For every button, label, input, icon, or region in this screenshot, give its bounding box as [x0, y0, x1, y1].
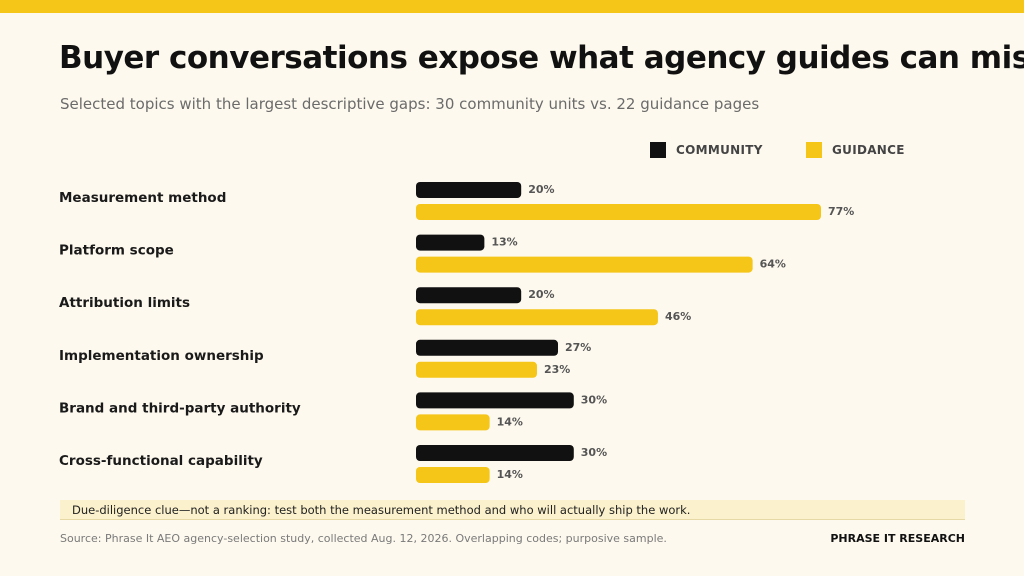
- legend-item-community: COMMUNITY: [650, 141, 763, 159]
- category-label-implementation-ownership: Implementation ownership: [59, 348, 264, 364]
- bar-guidance-attribution-limits: [416, 309, 658, 326]
- bar-guidance-platform-scope: [416, 256, 753, 273]
- source-note: Source: Phrase It AEO agency-selection s…: [60, 532, 667, 545]
- footnote-callout: Due-diligence clue—not a ranking: test b…: [60, 500, 965, 520]
- bar-guidance-measurement-method: [416, 204, 821, 220]
- chart-subtitle: Selected topics with the largest descrip…: [60, 95, 760, 113]
- value-label-community-measurement-method: 20%: [528, 183, 554, 196]
- value-label-community-implementation-ownership: 27%: [565, 341, 591, 354]
- value-label-community-platform-scope: 13%: [491, 236, 517, 249]
- legend-swatch-community: [650, 142, 666, 158]
- value-label-guidance-cross-functional-capability: 14%: [497, 468, 523, 481]
- bar-community-implementation-ownership: [416, 339, 559, 356]
- value-label-community-cross-functional-capability: 30%: [581, 446, 607, 459]
- bar-community-platform-scope: [416, 234, 485, 251]
- bar-community-brand-and-third-party-authority: [416, 392, 574, 409]
- bar-community-attribution-limits: [416, 287, 522, 304]
- category-label-brand-and-third-party-authority: Brand and third-party authority: [59, 400, 301, 416]
- bar-guidance-brand-and-third-party-authority: [416, 414, 490, 431]
- legend-label-guidance: GUIDANCE: [832, 143, 905, 157]
- value-label-guidance-platform-scope: 64%: [760, 258, 786, 271]
- category-label-cross-functional-capability: Cross-functional capability: [59, 453, 263, 469]
- bar-community-cross-functional-capability: [416, 445, 574, 461]
- category-label-measurement-method: Measurement method: [59, 190, 226, 206]
- brand-label: PHRASE IT RESEARCH: [830, 532, 965, 545]
- bar-chart: Measurement method 20% 77% Platform scope 13…: [59, 182, 854, 483]
- legend-item-guidance: GUIDANCE: [806, 141, 905, 159]
- bar-community-measurement-method: [416, 182, 522, 198]
- value-label-guidance-brand-and-third-party-authority: 14%: [497, 415, 523, 428]
- legend-label-community: COMMUNITY: [676, 143, 763, 157]
- bar-guidance-implementation-ownership: [416, 361, 537, 378]
- bar-guidance-cross-functional-capability: [416, 467, 490, 483]
- accent-top-bar: [0, 0, 1024, 13]
- value-label-community-brand-and-third-party-authority: 30%: [581, 393, 607, 406]
- value-label-guidance-implementation-ownership: 23%: [544, 363, 570, 376]
- value-label-guidance-attribution-limits: 46%: [665, 310, 691, 323]
- chart-title: Buyer conversations expose what agency g…: [59, 40, 1024, 76]
- category-label-attribution-limits: Attribution limits: [59, 295, 190, 311]
- category-label-platform-scope: Platform scope: [59, 243, 174, 259]
- value-label-community-attribution-limits: 20%: [528, 288, 554, 301]
- value-label-guidance-measurement-method: 77%: [828, 205, 854, 218]
- legend-swatch-guidance: [806, 142, 822, 158]
